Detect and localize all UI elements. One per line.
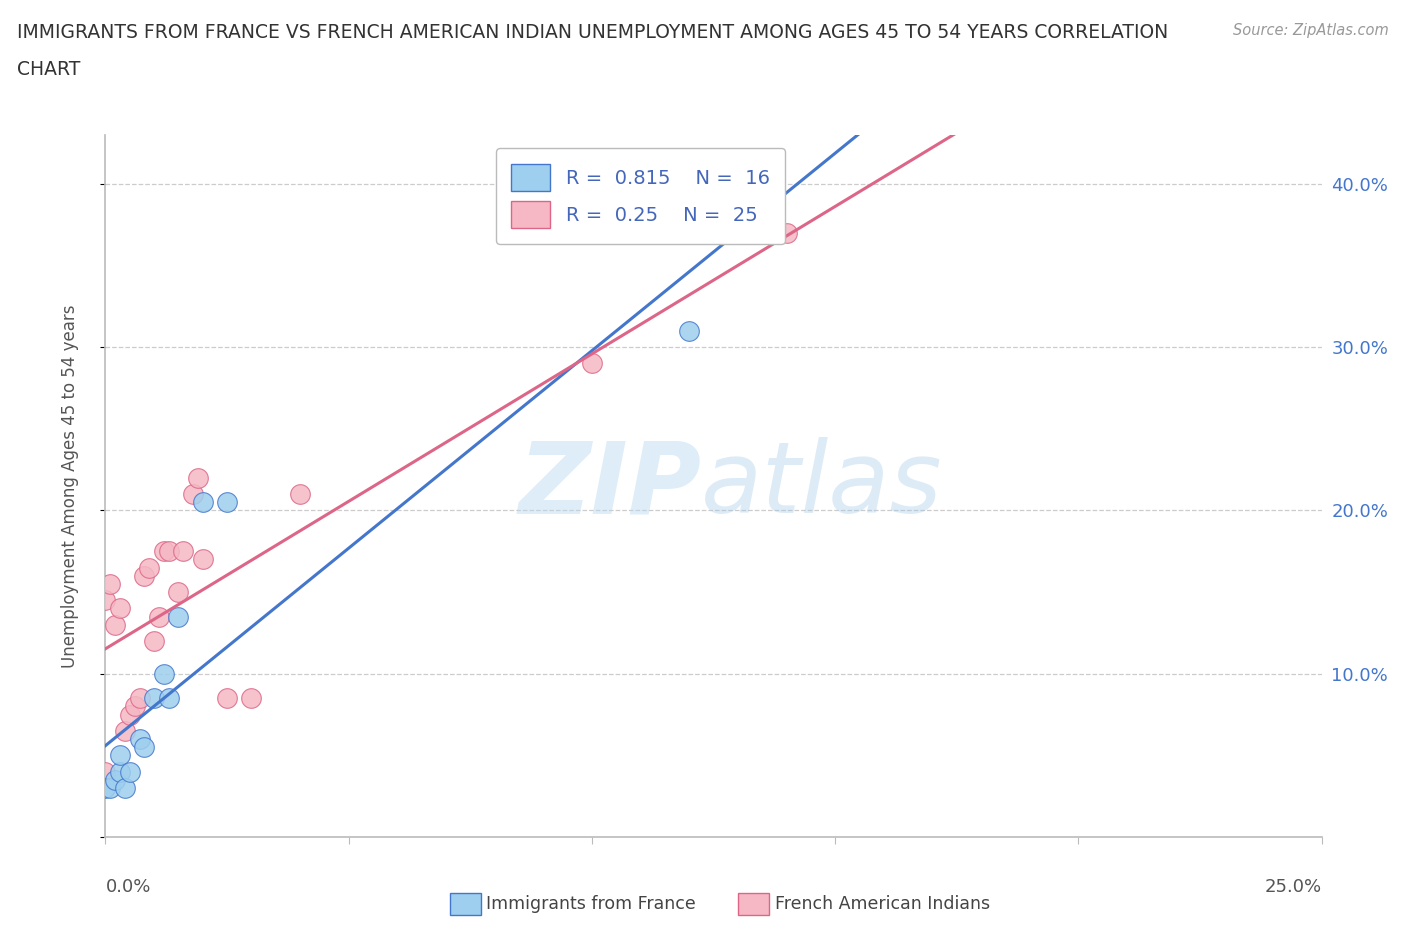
Point (108, 764, 131, 779)
Point (134, 568, 156, 583)
Point (114, 780, 136, 795)
Text: atlas: atlas (702, 437, 943, 535)
Point (172, 544, 194, 559)
Point (118, 764, 141, 779)
Point (581, 356, 603, 371)
Point (143, 691, 166, 706)
Point (167, 609, 190, 624)
Point (118, 707, 141, 722)
Legend: R =  0.815    N =  16, R =  0.25    N =  25: R = 0.815 N = 16, R = 0.25 N = 25 (496, 148, 786, 244)
Point (94, 592, 117, 607)
Point (128, 732, 150, 747)
Text: Immigrants from France: Immigrants from France (486, 895, 696, 913)
Point (98, 780, 121, 795)
Point (134, 739, 156, 754)
Point (104, 773, 127, 788)
Point (148, 609, 170, 624)
Point (153, 544, 176, 559)
Point (157, 691, 180, 706)
Text: French American Indians: French American Indians (775, 895, 990, 913)
Y-axis label: Unemployment Among Ages 45 to 54 years: Unemployment Among Ages 45 to 54 years (60, 304, 79, 668)
Point (217, 691, 239, 706)
Point (181, 486, 204, 501)
Point (288, 486, 311, 501)
Point (217, 495, 239, 510)
Point (240, 691, 263, 706)
Point (678, 324, 700, 339)
Text: 0.0%: 0.0% (105, 878, 150, 896)
Point (108, 601, 131, 616)
Point (191, 552, 214, 567)
Point (167, 585, 190, 600)
Point (143, 633, 166, 648)
Point (191, 495, 214, 510)
Point (138, 560, 160, 575)
Point (157, 544, 180, 559)
Point (114, 724, 136, 738)
Point (124, 699, 146, 714)
Point (94, 764, 117, 779)
Point (187, 471, 209, 485)
Text: Source: ZipAtlas.com: Source: ZipAtlas.com (1233, 23, 1389, 38)
Point (98, 577, 121, 591)
Point (94, 780, 117, 795)
Point (775, 225, 797, 240)
Point (128, 691, 150, 706)
Text: 25.0%: 25.0% (1264, 878, 1322, 896)
Point (108, 748, 131, 763)
Text: CHART: CHART (17, 60, 80, 78)
Point (104, 618, 127, 632)
Text: IMMIGRANTS FROM FRANCE VS FRENCH AMERICAN INDIAN UNEMPLOYMENT AMONG AGES 45 TO 5: IMMIGRANTS FROM FRANCE VS FRENCH AMERICA… (17, 23, 1168, 42)
Point (153, 666, 176, 681)
Text: ZIP: ZIP (519, 437, 702, 535)
